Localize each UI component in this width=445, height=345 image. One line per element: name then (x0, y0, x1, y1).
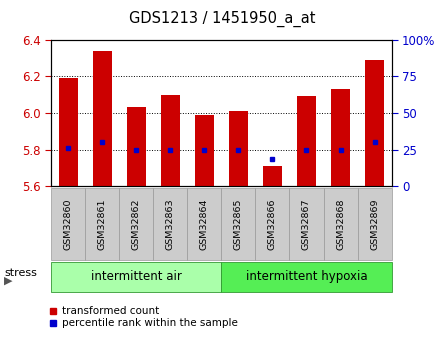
Bar (127, 108, 146, 186)
Text: GSM32869: GSM32869 (370, 198, 379, 250)
Text: GSM32863: GSM32863 (166, 198, 175, 250)
Bar (153, 188, 187, 260)
Text: GSM32864: GSM32864 (200, 198, 209, 250)
Bar (51, 262, 222, 292)
Bar (263, 166, 282, 186)
Text: GSM32862: GSM32862 (132, 198, 141, 250)
Bar (255, 188, 289, 260)
Bar (324, 188, 358, 260)
Text: GSM32860: GSM32860 (64, 198, 73, 250)
Text: GDS1213 / 1451950_a_at: GDS1213 / 1451950_a_at (129, 10, 316, 27)
Bar (297, 97, 316, 186)
Text: GSM32868: GSM32868 (336, 198, 345, 250)
Text: intermittent air: intermittent air (91, 270, 182, 283)
Bar (195, 115, 214, 186)
Bar (222, 262, 392, 292)
Text: GSM32865: GSM32865 (234, 198, 243, 250)
Bar (289, 188, 324, 260)
Text: GSM32867: GSM32867 (302, 198, 311, 250)
Text: percentile rank within the sample: percentile rank within the sample (62, 318, 238, 327)
Bar (51, 188, 85, 260)
Bar (93, 51, 112, 186)
Text: GSM32861: GSM32861 (98, 198, 107, 250)
Bar (161, 95, 180, 186)
Bar (229, 111, 248, 186)
Text: GSM32866: GSM32866 (268, 198, 277, 250)
Bar (222, 188, 255, 260)
Text: ▶: ▶ (4, 275, 13, 285)
Bar (187, 188, 222, 260)
Text: transformed count: transformed count (62, 306, 160, 315)
Bar (365, 60, 384, 186)
Bar (331, 89, 350, 186)
Text: stress: stress (4, 268, 37, 278)
Bar (85, 188, 119, 260)
Text: intermittent hypoxia: intermittent hypoxia (246, 270, 367, 283)
Bar (119, 188, 153, 260)
Bar (358, 188, 392, 260)
Bar (59, 78, 77, 186)
